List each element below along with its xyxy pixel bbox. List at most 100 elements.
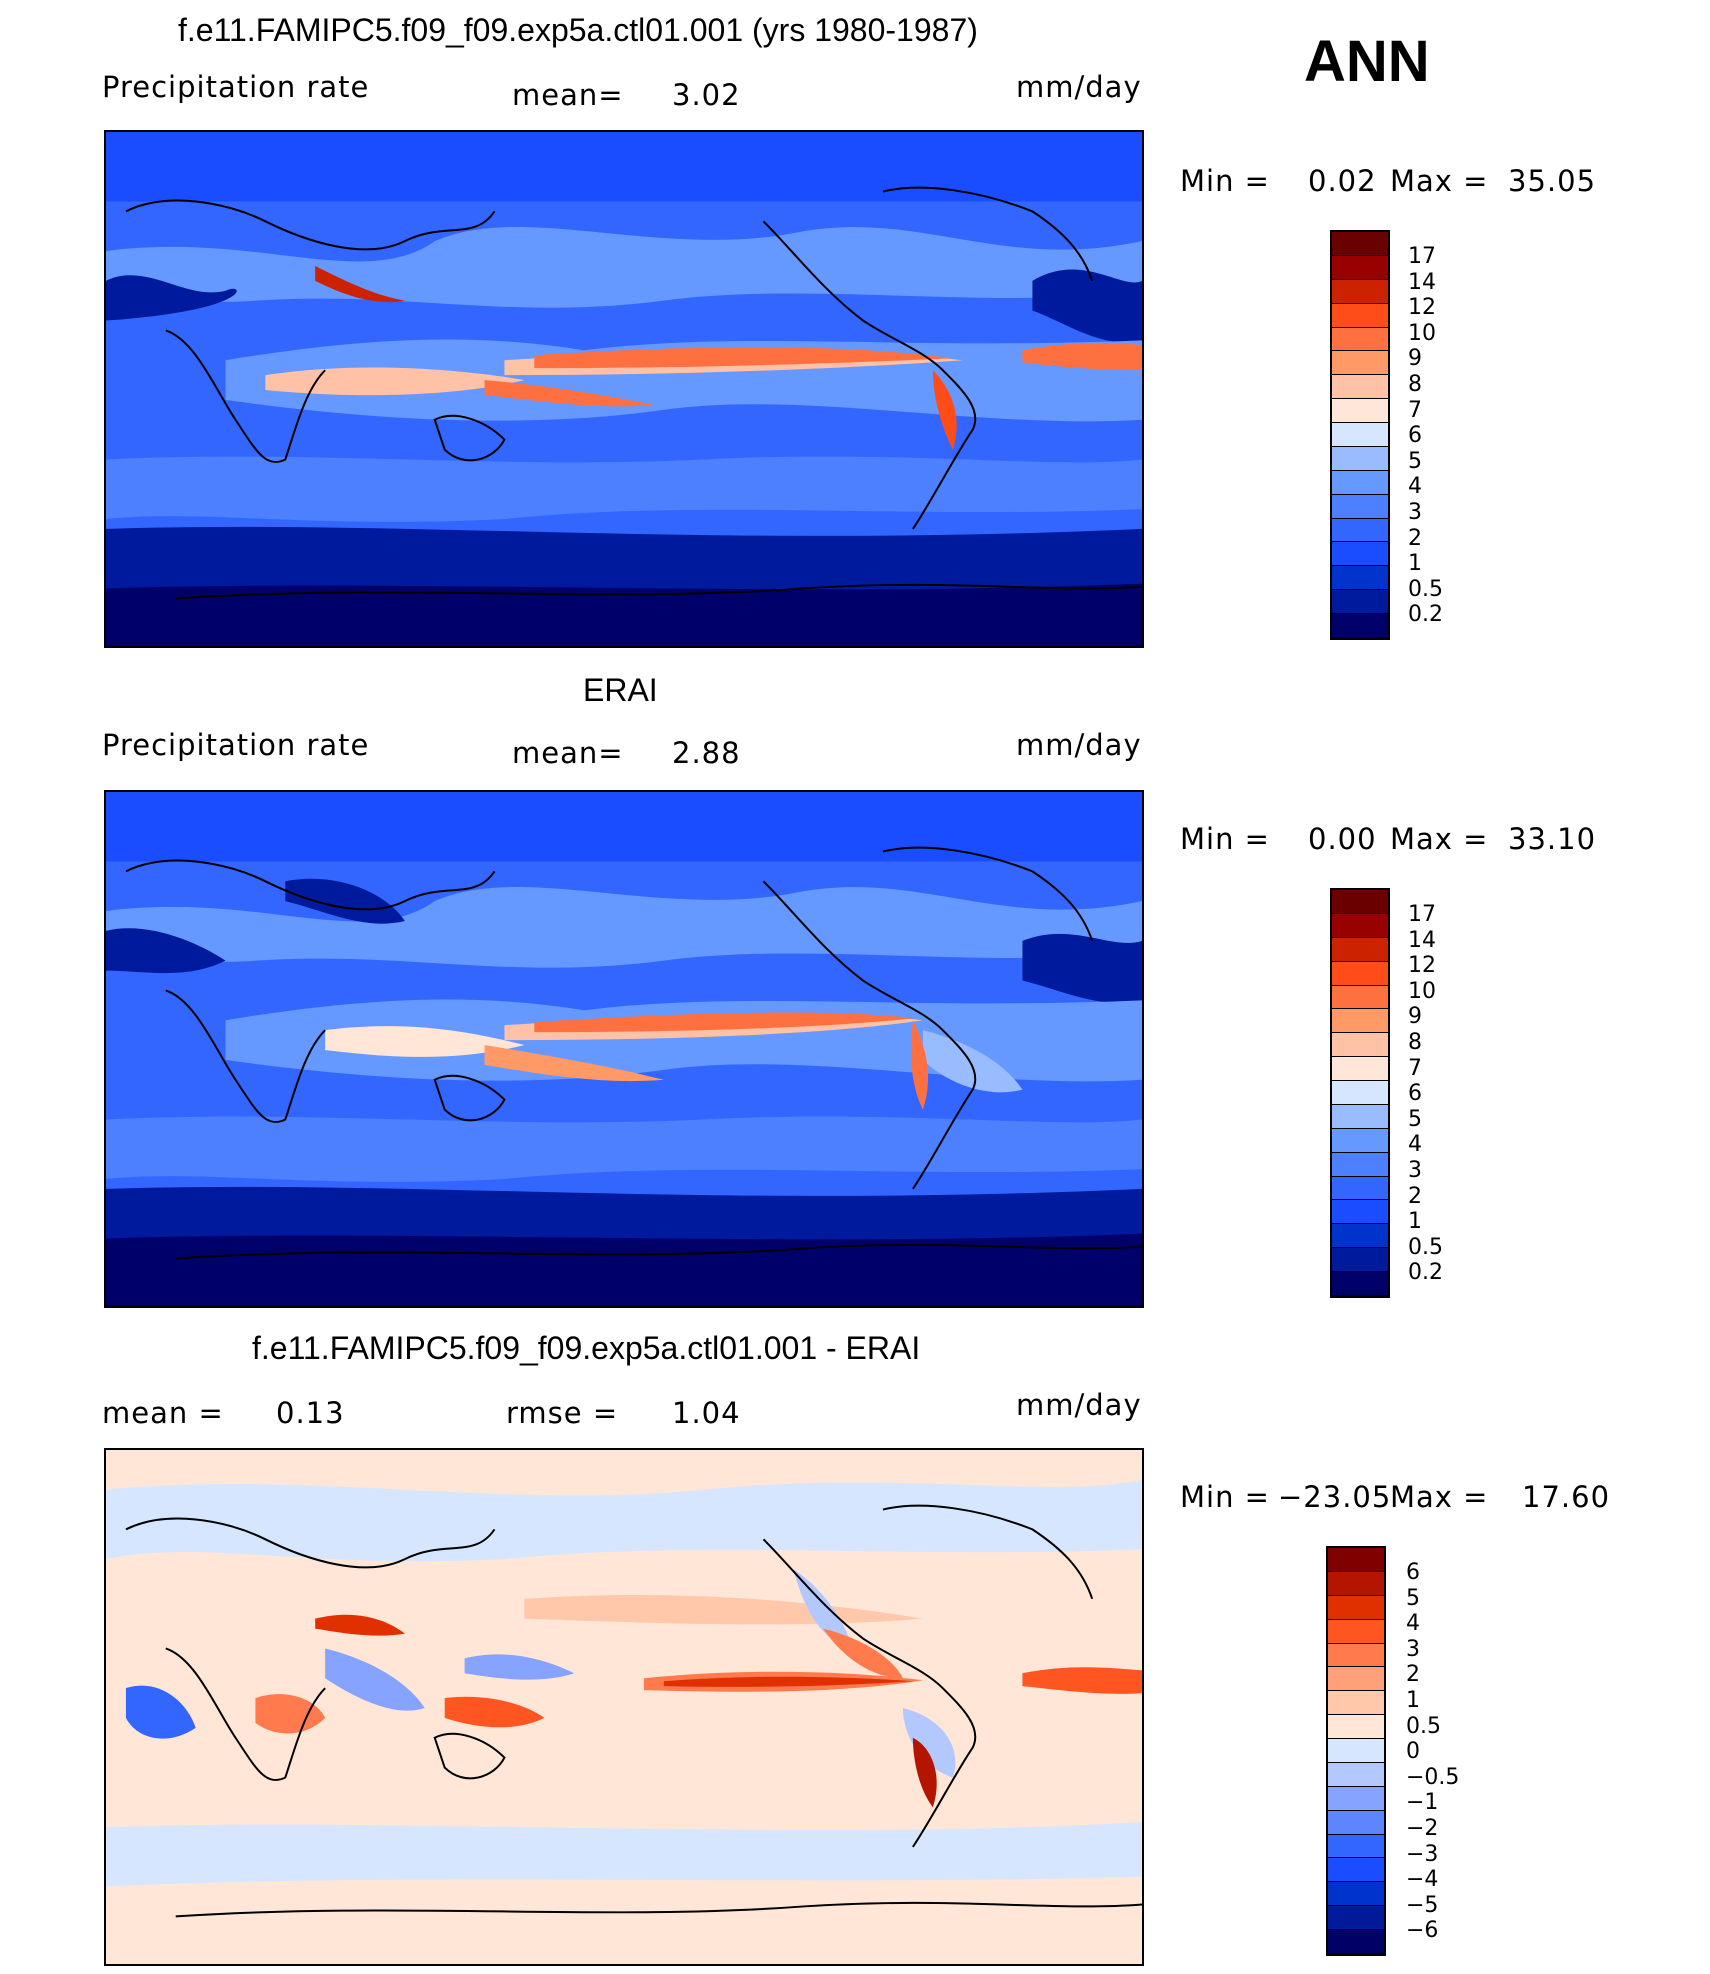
colorbar-swatch bbox=[1332, 303, 1388, 328]
colorbar-tick-label: 0.2 bbox=[1408, 1260, 1443, 1286]
colorbar-tick-label: −0.5 bbox=[1406, 1764, 1460, 1790]
panel3-mean-label: mean = bbox=[102, 1396, 224, 1430]
colorbar-swatch bbox=[1332, 423, 1388, 447]
panel1-variable-label: Precipitation rate bbox=[102, 70, 370, 104]
panel1-max-label: Max = bbox=[1390, 164, 1489, 198]
colorbar-tick-label: 1 bbox=[1408, 1209, 1422, 1235]
colorbar-swatch bbox=[1332, 518, 1388, 543]
colorbar-tick-label: 17 bbox=[1408, 902, 1436, 927]
panel1-units: mm/day bbox=[1016, 70, 1142, 104]
colorbar-tick-label: 9 bbox=[1408, 1004, 1422, 1030]
colorbar-tick-label: 9 bbox=[1408, 346, 1422, 372]
colorbar-swatch bbox=[1332, 279, 1388, 304]
colorbar-swatch bbox=[1328, 1548, 1384, 1572]
colorbar-swatch bbox=[1328, 1715, 1384, 1739]
panel2-colorbar bbox=[1330, 888, 1390, 1298]
colorbar-swatch bbox=[1332, 1176, 1388, 1201]
colorbar-swatch bbox=[1332, 913, 1388, 938]
colorbar-swatch bbox=[1332, 446, 1388, 471]
colorbar-swatch bbox=[1328, 1906, 1384, 1930]
panel3-colorbar-ticks: 6 5 4 3 2 1 0.5 0 −0.5 −1 −2 −3 −4 −5 −6 bbox=[1406, 1560, 1459, 1944]
colorbar-swatch bbox=[1332, 1200, 1388, 1225]
panel2-map bbox=[104, 790, 1144, 1308]
colorbar-swatch bbox=[1332, 1152, 1388, 1177]
colorbar-swatch bbox=[1332, 1081, 1388, 1105]
colorbar-tick-label: 3 bbox=[1406, 1636, 1420, 1662]
colorbar-swatch bbox=[1328, 1858, 1384, 1883]
colorbar-tick-label: 2 bbox=[1406, 1662, 1420, 1688]
colorbar-swatch bbox=[1332, 985, 1388, 1010]
colorbar-tick-label: 10 bbox=[1408, 320, 1436, 346]
panel3-map bbox=[104, 1448, 1144, 1966]
colorbar-tick-label: 14 bbox=[1408, 927, 1436, 953]
colorbar-tick-label: 7 bbox=[1408, 397, 1422, 423]
colorbar-swatch bbox=[1328, 1691, 1384, 1716]
season-label: ANN bbox=[1304, 29, 1430, 94]
colorbar-tick-label: 5 bbox=[1408, 448, 1422, 474]
colorbar-swatch bbox=[1328, 1643, 1384, 1668]
panel3-min-label: Min = bbox=[1180, 1480, 1270, 1514]
colorbar-swatch bbox=[1332, 494, 1388, 519]
colorbar-tick-label: 0.2 bbox=[1408, 602, 1443, 628]
panel3-title: f.e11.FAMIPC5.f09_f09.exp5a.ctl01.001 - … bbox=[252, 1330, 921, 1366]
panel2-colorbar-ticks: 17 14 12 10 9 8 7 6 5 4 3 2 1 0.5 0.2 bbox=[1408, 902, 1443, 1286]
colorbar-tick-label: 0.5 bbox=[1408, 1234, 1443, 1260]
panel1-min-label: Min = bbox=[1180, 164, 1270, 198]
colorbar-tick-label: −3 bbox=[1406, 1841, 1439, 1867]
panel1-max-value: 35.05 bbox=[1508, 164, 1597, 198]
colorbar-swatch bbox=[1328, 1619, 1384, 1644]
colorbar-tick-label: 10 bbox=[1408, 978, 1436, 1004]
colorbar-tick-label: 3 bbox=[1408, 1157, 1422, 1183]
colorbar-swatch bbox=[1328, 1739, 1384, 1763]
colorbar-swatch bbox=[1332, 961, 1388, 986]
colorbar-tick-label: 8 bbox=[1408, 1029, 1422, 1055]
colorbar-swatch bbox=[1328, 1930, 1384, 1954]
colorbar-swatch bbox=[1328, 1882, 1384, 1907]
panel1-title: f.e11.FAMIPC5.f09_f09.exp5a.ctl01.001 (y… bbox=[178, 12, 978, 48]
panel3-rmse-value: 1.04 bbox=[672, 1396, 741, 1430]
colorbar-swatch bbox=[1328, 1667, 1384, 1692]
colorbar-tick-label: 14 bbox=[1408, 269, 1436, 295]
colorbar-tick-label: −1 bbox=[1406, 1790, 1439, 1816]
colorbar-swatch bbox=[1332, 590, 1388, 614]
panel2-variable-label: Precipitation rate bbox=[102, 728, 370, 762]
panel3-units: mm/day bbox=[1016, 1388, 1142, 1422]
colorbar-tick-label: 3 bbox=[1408, 499, 1422, 525]
colorbar-swatch bbox=[1332, 1248, 1388, 1272]
colorbar-tick-label: 0.5 bbox=[1406, 1713, 1441, 1739]
colorbar-swatch bbox=[1332, 1033, 1388, 1058]
colorbar-swatch bbox=[1328, 1834, 1384, 1859]
panel1-min-value: 0.02 bbox=[1308, 164, 1377, 198]
colorbar-tick-label: 7 bbox=[1408, 1055, 1422, 1081]
colorbar-tick-label: 0.5 bbox=[1408, 576, 1443, 602]
colorbar-swatch bbox=[1332, 399, 1388, 423]
panel1-colorbar-ticks: 17 14 12 10 9 8 7 6 5 4 3 2 1 0.5 0.2 bbox=[1408, 244, 1443, 628]
colorbar-tick-label: 5 bbox=[1406, 1585, 1420, 1611]
colorbar-swatch bbox=[1332, 614, 1388, 638]
colorbar-tick-label: 12 bbox=[1408, 295, 1436, 321]
panel3-min-value: −23.05 bbox=[1278, 1480, 1392, 1514]
colorbar-tick-label: −4 bbox=[1406, 1867, 1439, 1893]
colorbar-swatch bbox=[1332, 1104, 1388, 1129]
colorbar-tick-label: −5 bbox=[1406, 1892, 1439, 1918]
colorbar-swatch bbox=[1332, 470, 1388, 495]
colorbar-swatch bbox=[1328, 1571, 1384, 1596]
colorbar-swatch bbox=[1332, 1009, 1388, 1034]
panel2-mean-value: 2.88 bbox=[672, 736, 741, 770]
colorbar-swatch bbox=[1332, 232, 1388, 256]
panel2-title: ERAI bbox=[583, 672, 658, 708]
colorbar-swatch bbox=[1332, 1224, 1388, 1249]
panel3-rmse-label: rmse = bbox=[506, 1396, 619, 1430]
panel2-units: mm/day bbox=[1016, 728, 1142, 762]
colorbar-swatch bbox=[1332, 375, 1388, 400]
colorbar-swatch bbox=[1332, 890, 1388, 914]
colorbar-swatch bbox=[1332, 1128, 1388, 1153]
panel1-mean-label: mean= bbox=[512, 78, 624, 112]
colorbar-swatch bbox=[1328, 1595, 1384, 1620]
colorbar-tick-label: 12 bbox=[1408, 953, 1436, 979]
colorbar-tick-label: 6 bbox=[1408, 1081, 1422, 1107]
panel2-min-value: 0.00 bbox=[1308, 822, 1377, 856]
colorbar-tick-label: 6 bbox=[1406, 1560, 1420, 1585]
panel1-mean-value: 3.02 bbox=[672, 78, 741, 112]
panel3-mean-value: 0.13 bbox=[276, 1396, 345, 1430]
